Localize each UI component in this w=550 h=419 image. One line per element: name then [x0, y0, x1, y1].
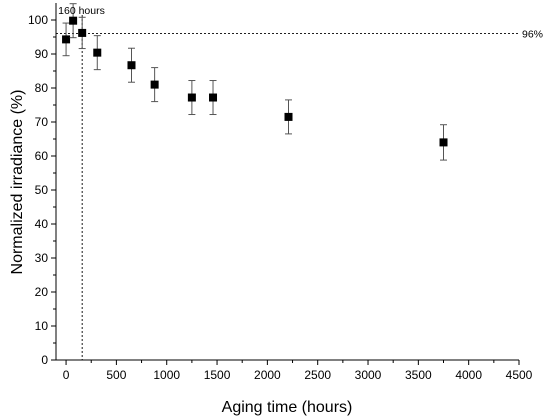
- y-tick-label: 0: [41, 353, 48, 367]
- data-point: [150, 80, 159, 89]
- data-point: [78, 28, 87, 37]
- x-tick-label: 2000: [254, 368, 281, 382]
- data-point: [187, 93, 196, 102]
- y-ticks: 0 10 20 30 40 50 60 70 80 90 100: [28, 13, 56, 367]
- x-tick-label: 4000: [455, 368, 482, 382]
- hline-annotation-label: 96%: [522, 29, 543, 41]
- x-tick-label: 2500: [304, 368, 331, 382]
- data-points: [62, 3, 448, 161]
- data-point: [69, 16, 78, 25]
- y-tick-label: 70: [35, 115, 49, 129]
- y-tick-label: 40: [35, 217, 49, 231]
- data-point: [439, 138, 448, 147]
- vline-annotation-label: 160 hours: [58, 5, 105, 17]
- y-axis-title: Normalized irradiance (%): [9, 90, 26, 275]
- axes: [55, 3, 519, 361]
- reference-lines: [56, 15, 519, 360]
- y-tick-label: 80: [35, 81, 49, 95]
- y-tick-label: 90: [35, 47, 49, 61]
- x-tick-label: 3500: [405, 368, 432, 382]
- y-tick-label: 10: [35, 319, 49, 333]
- y-tick-label: 60: [35, 149, 49, 163]
- data-point: [62, 35, 71, 44]
- x-tick-label: 4500: [506, 368, 533, 382]
- x-axis-title: Aging time (hours): [222, 399, 353, 416]
- x-tick-label: 1500: [204, 368, 231, 382]
- data-point: [284, 112, 293, 121]
- data-point: [93, 48, 102, 57]
- data-point: [127, 61, 136, 70]
- y-tick-label: 100: [28, 13, 48, 27]
- x-tick-label: 1000: [153, 368, 180, 382]
- x-tick-label: 3000: [355, 368, 382, 382]
- x-ticks: 0 500 1000 1500 2000 2500 3000 3500 4000 4500: [63, 360, 533, 382]
- data-point: [209, 93, 218, 102]
- y-tick-label: 30: [35, 251, 49, 265]
- y-tick-label: 20: [35, 285, 49, 299]
- x-tick-label: 500: [106, 368, 126, 382]
- y-tick-label: 50: [35, 183, 49, 197]
- x-tick-label: 0: [63, 368, 70, 382]
